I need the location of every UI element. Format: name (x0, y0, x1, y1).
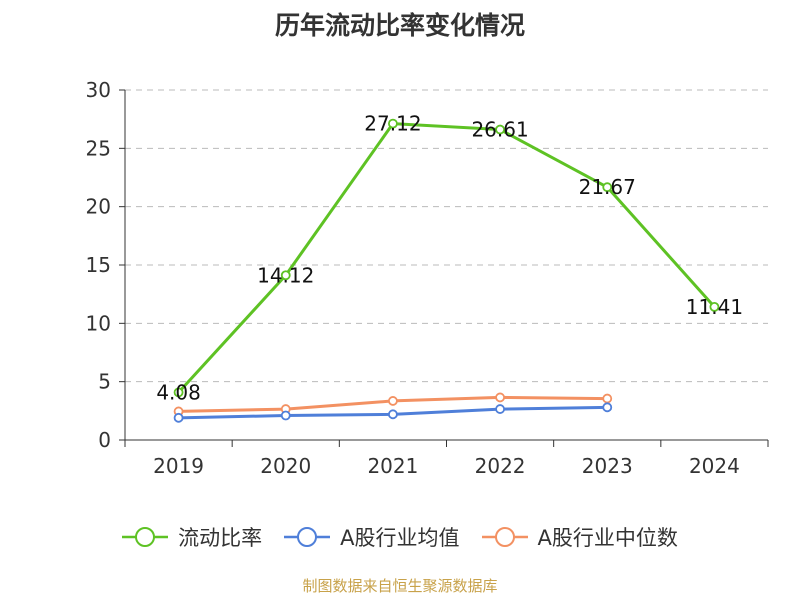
x-tick-label: 2022 (475, 454, 526, 478)
y-tick-label: 25 (86, 136, 111, 160)
source-note: 制图数据来自恒生聚源数据库 (302, 577, 498, 595)
legend-item[interactable]: A股行业中位数 (481, 522, 678, 552)
y-tick-label: 15 (86, 253, 111, 277)
legend-marker-icon (122, 527, 169, 547)
series-line-0 (177, 122, 716, 394)
y-tick-label: 5 (98, 370, 111, 394)
data-label: 11.41 (686, 295, 743, 319)
legend-circle (135, 527, 156, 547)
y-tick-label: 20 (86, 195, 111, 219)
data-point (602, 393, 613, 404)
x-tick-label: 2021 (367, 454, 418, 478)
data-point (495, 392, 505, 403)
data-label: 21.67 (579, 175, 636, 199)
data-point (173, 412, 184, 423)
x-tick-label: 2023 (582, 454, 633, 478)
legend: 流动比率 A股行业均值 A股行业中位数 (0, 517, 800, 557)
data-point (495, 124, 505, 135)
data-point (602, 402, 613, 413)
legend-item[interactable]: 流动比率 (122, 522, 262, 552)
data-point (709, 301, 720, 312)
data-label: 27.12 (364, 112, 421, 136)
data-point (280, 270, 291, 281)
legend-circle (297, 527, 318, 547)
data-label: 14.12 (257, 263, 314, 287)
axes: 0 5 10 15 20 25 30 2019 2020 2021 2022 2023 2024 (86, 78, 769, 478)
y-tick-label: 10 (86, 311, 111, 335)
legend-label: A股行业中位数 (537, 526, 678, 550)
x-tick-label: 2020 (260, 454, 311, 478)
series-lines (173, 118, 720, 423)
legend-label: 流动比率 (178, 526, 263, 550)
y-tick-label: 0 (98, 428, 111, 452)
data-point (388, 118, 398, 129)
data-point (173, 387, 184, 398)
data-label: 4.08 (156, 380, 201, 404)
data-labels: 4.08 14.12 27.12 26.61 21.67 11.41 (156, 112, 743, 405)
y-tick-label: 30 (86, 78, 111, 102)
data-point (388, 409, 398, 420)
data-point (388, 396, 398, 406)
legend-marker-icon (481, 527, 528, 547)
legend-label: A股行业均值 (340, 526, 460, 550)
legend-item[interactable]: A股行业均值 (284, 522, 460, 552)
x-tick-label: 2024 (689, 454, 740, 478)
data-point (280, 410, 291, 421)
legend-circle (494, 527, 515, 547)
data-point (602, 182, 613, 193)
data-point (495, 404, 505, 414)
chart-title: 历年流动比率变化情况 (274, 11, 525, 40)
x-tick-label: 2019 (153, 454, 204, 478)
legend-marker-icon (284, 527, 331, 547)
grid-lines (125, 89, 768, 383)
data-label: 26.61 (471, 118, 528, 142)
